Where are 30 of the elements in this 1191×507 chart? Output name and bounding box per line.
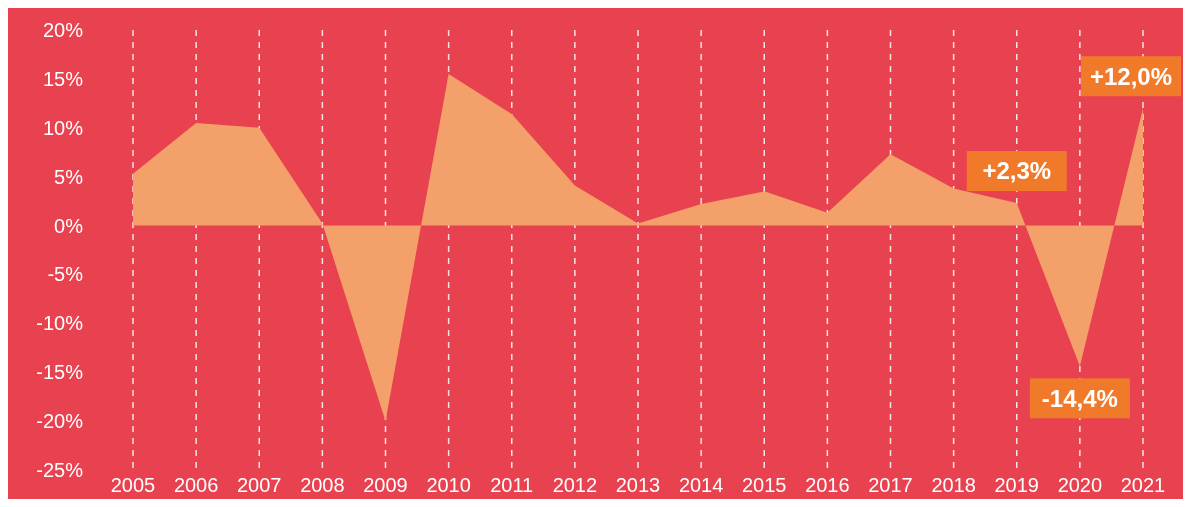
data-label: +2,3% [982,157,1052,185]
x-tick-label: 2007 [237,474,282,496]
data-label: -14,4% [1041,384,1118,412]
x-tick-label: 2020 [1057,474,1103,496]
y-tick-label: 10% [42,116,84,139]
x-tick-label: 2012 [552,474,598,496]
y-tick-label: 20% [42,19,84,41]
x-tick-label: 2005 [110,474,156,496]
y-tick-label: 5% [54,165,84,188]
x-tick-label: 2009 [363,474,408,496]
y-tick-label: -20% [36,410,84,433]
y-tick-label: -25% [36,459,84,481]
x-tick-label: 2021 [1120,474,1166,496]
x-tick-label: 2015 [742,474,787,496]
y-tick-label: 0% [54,214,84,237]
x-tick-label: 2008 [300,474,345,496]
x-tick-label: 2016 [805,474,850,496]
y-tick-label: -10% [36,312,84,335]
x-tick-label: 2018 [931,474,976,496]
x-tick-label: 2013 [615,474,661,496]
x-tick-label: 2014 [678,474,724,496]
y-tick-label: -5% [47,263,84,286]
y-tick-label: -15% [36,361,84,384]
y-tick-label: 15% [42,67,84,90]
data-label: +12,0% [1089,62,1173,90]
x-tick-label: 2006 [173,474,219,496]
x-tick-label: 2017 [868,474,913,496]
x-tick-label: 2010 [426,474,471,496]
x-tick-label: 2011 [490,474,534,496]
x-tick-label: 2019 [994,474,1039,496]
